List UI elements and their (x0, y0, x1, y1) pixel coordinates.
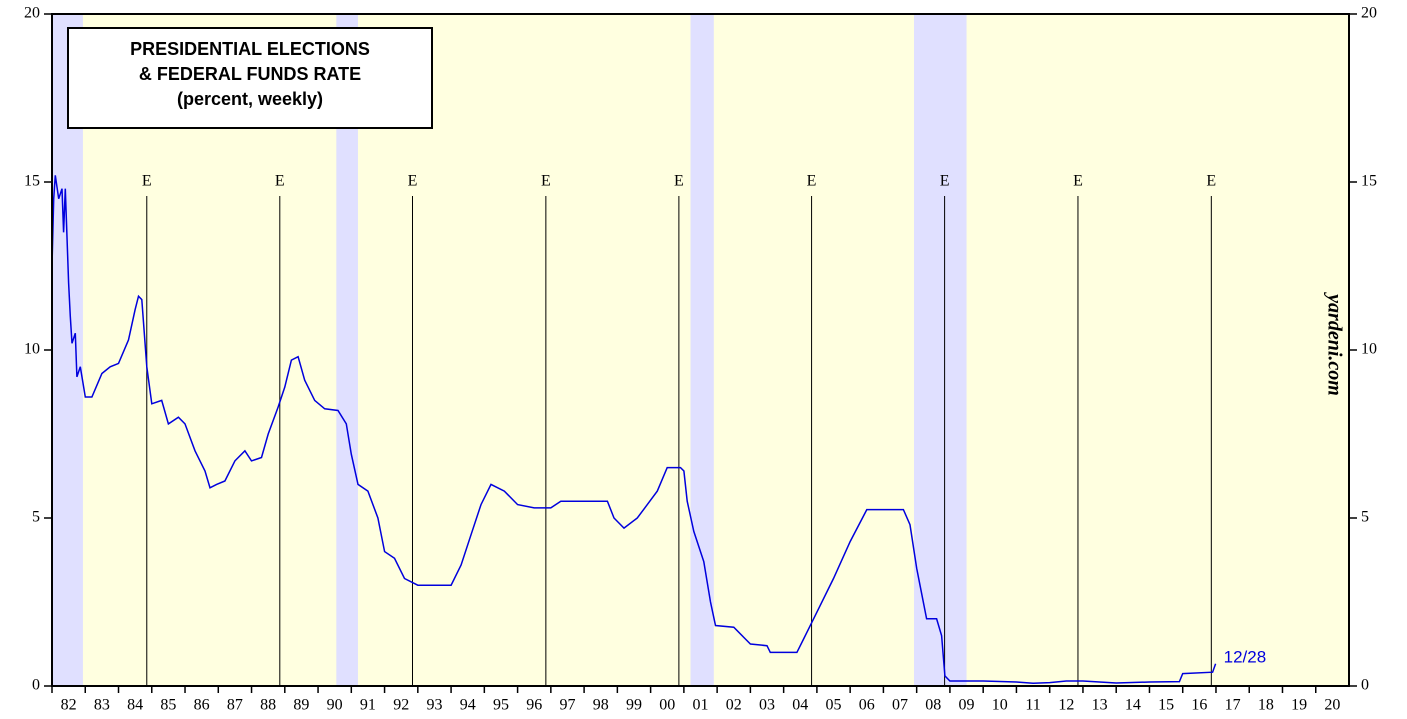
x-tick-label: 91 (360, 697, 376, 714)
plot-frame (51, 13, 1350, 687)
x-tick-label: 16 (1191, 697, 1207, 714)
x-tick-label: 93 (426, 697, 442, 714)
y-tick-label: 5 (32, 509, 40, 526)
election-label: E (408, 173, 418, 190)
x-tick-label: 86 (194, 697, 210, 714)
y2-tick-label: 20 (1361, 5, 1377, 22)
x-tick-label: 85 (160, 697, 176, 714)
y2-tick-label: 0 (1361, 677, 1369, 694)
x-tick-label: 00 (659, 697, 675, 714)
x-tick-label: 99 (626, 697, 642, 714)
x-tick-label: 17 (1225, 697, 1241, 714)
x-tick-label: 87 (227, 697, 243, 714)
x-tick-label: 89 (293, 697, 309, 714)
election-label: E (1206, 173, 1216, 190)
election-label: E (142, 173, 152, 190)
y2-tick-label: 10 (1361, 341, 1377, 358)
x-tick-label: 04 (792, 697, 808, 714)
y-tick-label: 15 (24, 173, 40, 190)
x-tick-label: 13 (1092, 697, 1108, 714)
x-tick-label: 94 (460, 697, 476, 714)
x-tick-label: 11 (1025, 697, 1040, 714)
x-tick-label: 84 (127, 697, 143, 714)
x-tick-label: 15 (1158, 697, 1174, 714)
chart-title: & FEDERAL FUNDS RATE (139, 64, 361, 84)
x-tick-label: 07 (892, 697, 908, 714)
x-tick-label: 05 (826, 697, 842, 714)
chart-title: (percent, weekly) (177, 89, 323, 109)
recession-band (914, 14, 967, 686)
x-tick-label: 12 (1058, 697, 1074, 714)
x-tick-label: 09 (959, 697, 975, 714)
election-label: E (807, 173, 817, 190)
x-tick-label: 02 (726, 697, 742, 714)
title-box (67, 27, 433, 129)
x-tick-label: 20 (1324, 697, 1340, 714)
x-tick-label: 83 (94, 697, 110, 714)
x-tick-label: 88 (260, 697, 276, 714)
election-label: E (940, 173, 950, 190)
recession-band (690, 14, 714, 686)
x-tick-label: 98 (593, 697, 609, 714)
recession-band (336, 14, 358, 686)
rate-line (51, 175, 1217, 685)
x-tick-label: 92 (393, 697, 409, 714)
y-tick-label: 0 (32, 677, 40, 694)
y-tick-label: 20 (24, 5, 40, 22)
y-tick-label: 10 (24, 341, 40, 358)
x-tick-label: 97 (559, 697, 575, 714)
x-tick-label: 82 (61, 697, 77, 714)
y2-tick-label: 5 (1361, 509, 1369, 526)
chart-title: PRESIDENTIAL ELECTIONS (130, 39, 370, 59)
x-tick-label: 08 (925, 697, 941, 714)
x-tick-label: 10 (992, 697, 1008, 714)
election-label: E (1073, 173, 1083, 190)
x-tick-label: 03 (759, 697, 775, 714)
y2-tick-label: 15 (1361, 173, 1377, 190)
x-tick-label: 14 (1125, 697, 1141, 714)
election-label: E (674, 173, 684, 190)
source-label: yardeni.com (1323, 292, 1345, 396)
x-tick-label: 90 (327, 697, 343, 714)
end-label: 12/28 (1224, 647, 1267, 666)
x-tick-label: 01 (693, 697, 709, 714)
x-tick-label: 18 (1258, 697, 1274, 714)
x-tick-label: 96 (526, 697, 542, 714)
x-tick-label: 95 (493, 697, 509, 714)
election-label: E (541, 173, 551, 190)
x-tick-label: 19 (1291, 697, 1307, 714)
election-label: E (275, 173, 285, 190)
x-tick-label: 06 (859, 697, 875, 714)
